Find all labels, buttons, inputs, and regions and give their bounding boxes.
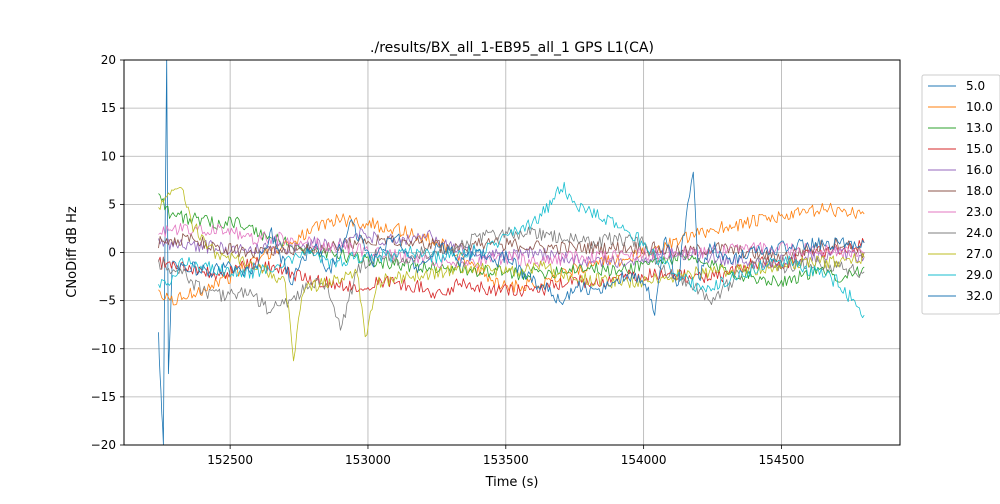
legend-label: 10.0 [966, 100, 993, 114]
y-tick-label: −15 [91, 390, 116, 404]
legend-label: 23.0 [966, 205, 993, 219]
x-tick-label: 152500 [207, 453, 253, 467]
y-tick-label: −10 [91, 342, 116, 356]
x-tick-label: 154500 [759, 453, 805, 467]
legend-label: 32.0 [966, 289, 993, 303]
x-tick-label: 153500 [483, 453, 529, 467]
legend-label: 15.0 [966, 142, 993, 156]
series-line [158, 181, 865, 319]
y-tick-label: 15 [101, 101, 116, 115]
series-line [158, 60, 173, 445]
legend-label: 13.0 [966, 121, 993, 135]
x-tick-label: 154000 [621, 453, 667, 467]
x-tick-label: 153000 [345, 453, 391, 467]
legend-label: 29.0 [966, 268, 993, 282]
series-line [158, 193, 865, 287]
y-axis-label: CNoDiff dB Hz [65, 206, 80, 298]
legend: 5.0 10.0 13.0 15.0 16.0 18.0 23.0 24.0 27.0 29.0 3… [921, 74, 1000, 315]
series-line [172, 171, 865, 316]
series-lines [158, 60, 865, 445]
legend-label: 5.0 [966, 79, 985, 93]
series-line [158, 186, 865, 362]
legend-label: 18.0 [966, 184, 993, 198]
y-tick-label: 20 [101, 53, 116, 67]
legend-label: 24.0 [966, 226, 993, 240]
series-line [158, 222, 865, 269]
x-axis-label: Time (s) [485, 475, 539, 490]
chart-title: ./results/BX_all_1-EB95_all_1 GPS L1(CA) [370, 40, 654, 56]
series-line [158, 233, 865, 264]
y-tick-label: −5 [98, 294, 116, 308]
y-tick-label: 5 [108, 197, 116, 211]
y-tick-label: 10 [101, 149, 116, 163]
legend-label: 16.0 [966, 163, 993, 177]
axis-ticks: 152500 153000 153500 154000 154500 −20 −15 −10 −… [91, 53, 805, 467]
series-line [158, 226, 865, 331]
legend-label: 27.0 [966, 247, 993, 261]
series-line [158, 202, 865, 306]
y-tick-label: −20 [91, 438, 116, 452]
y-tick-label: 0 [108, 246, 116, 260]
